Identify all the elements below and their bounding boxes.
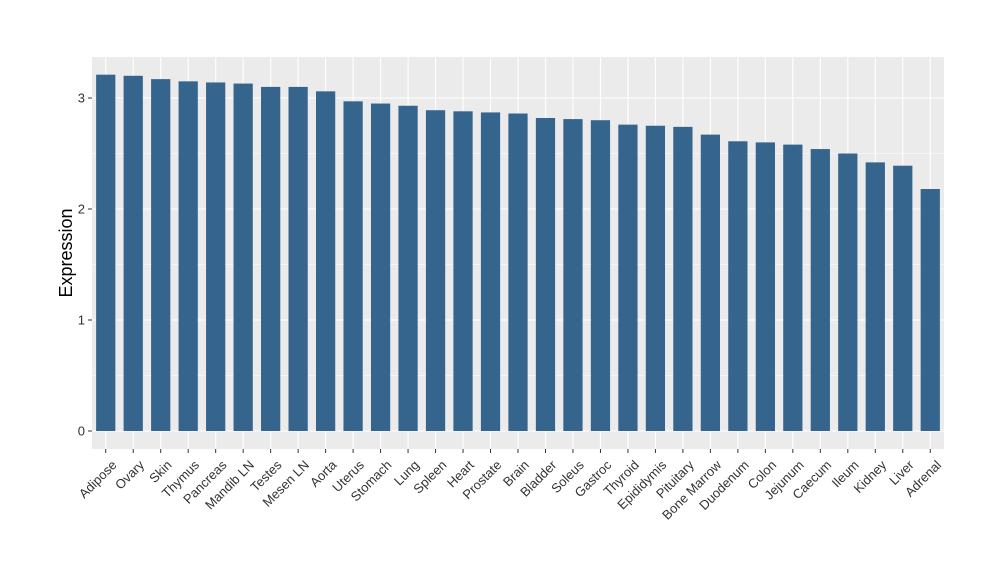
x-tick-label: Ovary (112, 457, 147, 492)
y-tick-label: 3 (78, 91, 85, 106)
bar-ovary (123, 75, 143, 432)
bar-duodenum (728, 141, 748, 432)
bars (96, 74, 940, 432)
bar-soleus (563, 119, 583, 431)
bar-skin (151, 79, 171, 431)
bar-liver (893, 165, 913, 431)
bar-stomach (370, 103, 391, 432)
x-tick-label: Adipose (76, 457, 120, 501)
bar-uterus (343, 101, 363, 431)
bar-pancreas (206, 82, 226, 432)
y-tick-label: 0 (78, 424, 85, 439)
bar-pituitary (673, 126, 693, 432)
bar-kidney (865, 162, 885, 431)
bar-mandib-ln (233, 83, 253, 431)
y-axis: 0 1 2 3 (78, 91, 92, 439)
bar-heart (453, 111, 473, 431)
bar-adipose (96, 74, 116, 431)
bar-lung (398, 105, 418, 432)
bar-mesen-ln (288, 86, 308, 432)
bar-colon (755, 142, 775, 431)
bar-adrenal (920, 189, 940, 431)
y-tick-label: 1 (78, 313, 85, 328)
bar-jejunum (783, 144, 803, 431)
bar-epididymis (645, 125, 666, 431)
y-tick-label: 2 (78, 202, 85, 217)
y-axis-title: Expression (56, 208, 76, 297)
bar-ileum (838, 153, 858, 431)
bar-spleen (425, 110, 446, 432)
bar-thymus (178, 81, 198, 431)
bar-gastroc (590, 120, 611, 431)
bar-thyroid (618, 124, 638, 431)
bar-caecum (810, 149, 830, 431)
bar-bone-marrow (700, 134, 721, 431)
bar-testes (261, 86, 281, 432)
bar-aorta (315, 91, 336, 431)
bar-brain (508, 113, 528, 431)
bar-bladder (535, 117, 556, 431)
bar-prostate (480, 112, 501, 432)
